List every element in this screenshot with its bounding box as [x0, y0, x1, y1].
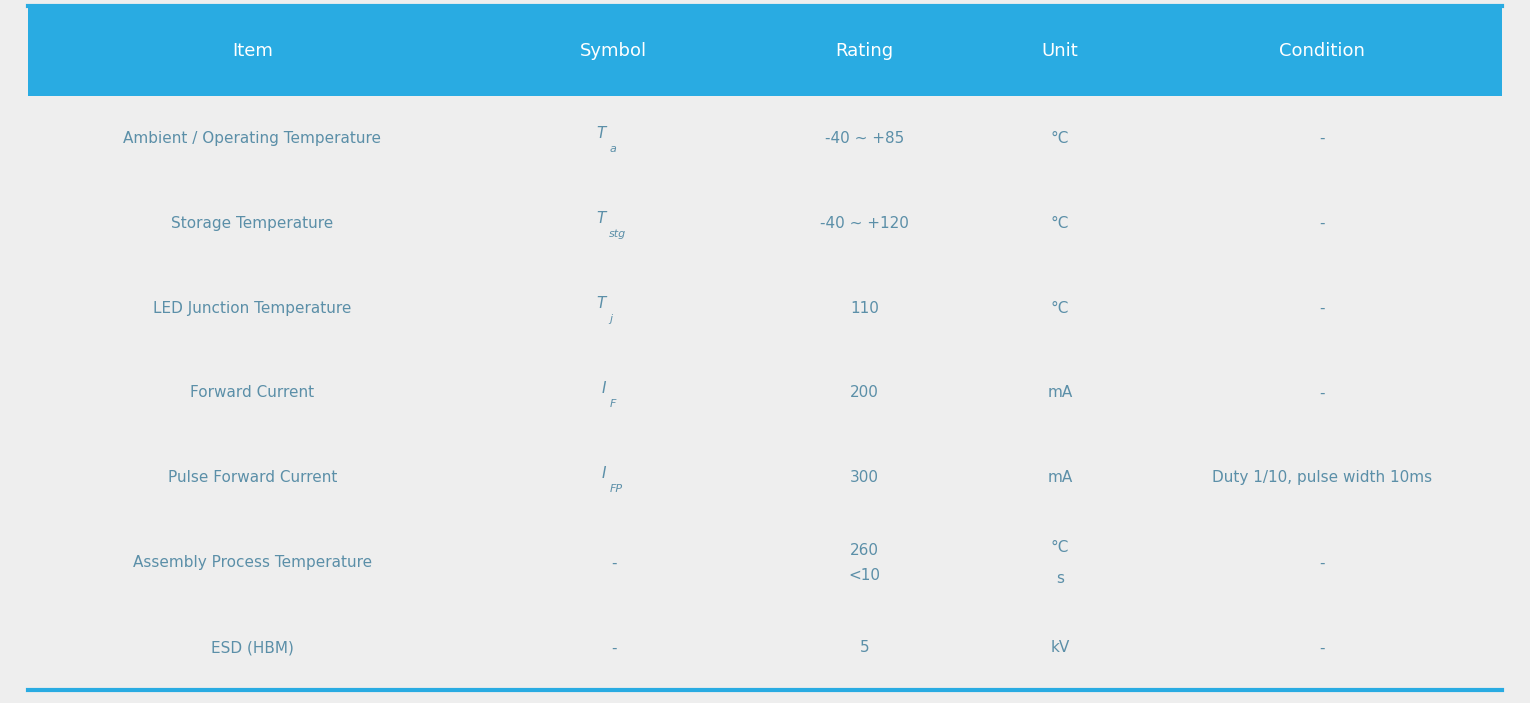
Text: kV: kV	[1051, 640, 1069, 655]
Text: 5: 5	[860, 640, 869, 655]
Text: Symbol: Symbol	[580, 41, 647, 60]
Text: -: -	[1319, 555, 1325, 570]
Text: FP: FP	[609, 484, 623, 494]
Bar	[28, 6, 1502, 96]
Text: s: s	[1056, 571, 1063, 586]
Text: I: I	[601, 466, 606, 481]
Text: Forward Current: Forward Current	[190, 385, 315, 401]
Text: Ambient / Operating Temperature: Ambient / Operating Temperature	[124, 131, 381, 146]
Text: °C: °C	[1051, 540, 1069, 555]
Text: -: -	[1319, 216, 1325, 231]
Text: 110: 110	[851, 300, 880, 316]
Text: Unit: Unit	[1042, 41, 1079, 60]
Text: mA: mA	[1048, 470, 1073, 486]
Text: °C: °C	[1051, 216, 1069, 231]
Text: ESD (HBM): ESD (HBM)	[211, 640, 294, 655]
Text: a: a	[609, 143, 617, 154]
Text: Pulse Forward Current: Pulse Forward Current	[168, 470, 337, 486]
Text: Condition: Condition	[1279, 41, 1365, 60]
Text: -: -	[1319, 640, 1325, 655]
Text: 260
<10: 260 <10	[849, 543, 881, 583]
Text: j: j	[609, 314, 612, 323]
Text: Storage Temperature: Storage Temperature	[171, 216, 334, 231]
Text: T: T	[597, 296, 606, 311]
Text: mA: mA	[1048, 385, 1073, 401]
Text: I: I	[601, 381, 606, 396]
Text: °C: °C	[1051, 300, 1069, 316]
Text: -: -	[610, 555, 617, 570]
Text: T: T	[597, 211, 606, 226]
Text: -40 ~ +120: -40 ~ +120	[820, 216, 909, 231]
Text: Item: Item	[233, 41, 272, 60]
Text: 300: 300	[851, 470, 880, 486]
Text: F: F	[609, 399, 615, 408]
Text: Duty 1/10, pulse width 10ms: Duty 1/10, pulse width 10ms	[1212, 470, 1432, 486]
Text: T: T	[597, 126, 606, 141]
Text: Rating: Rating	[835, 41, 894, 60]
Text: Assembly Process Temperature: Assembly Process Temperature	[133, 555, 372, 570]
Text: -40 ~ +85: -40 ~ +85	[825, 131, 904, 146]
Text: °C: °C	[1051, 131, 1069, 146]
Text: 200: 200	[851, 385, 880, 401]
Text: -: -	[1319, 385, 1325, 401]
Text: stg: stg	[609, 228, 626, 239]
Text: -: -	[1319, 131, 1325, 146]
Text: -: -	[610, 640, 617, 655]
Text: LED Junction Temperature: LED Junction Temperature	[153, 300, 352, 316]
Text: -: -	[1319, 300, 1325, 316]
